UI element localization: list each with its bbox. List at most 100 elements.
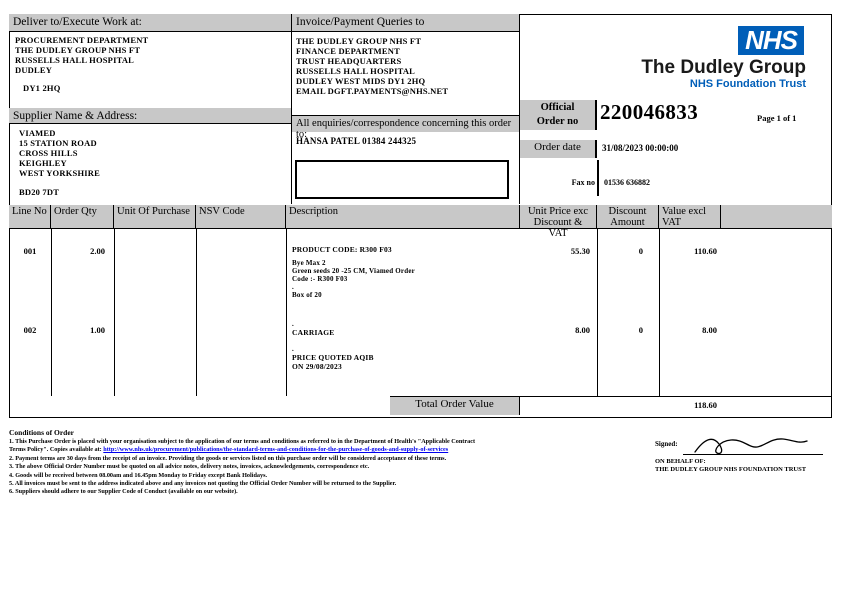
table-row-unit-price: 8.00: [575, 325, 590, 335]
invoice-queries-line: RUSSELLS HALL HOSPITAL: [296, 66, 416, 76]
official-order-number: 220046833: [600, 100, 699, 124]
table-row: 001: [23, 246, 37, 256]
terms-policy-link[interactable]: http://www.nhs.uk/procurement/publicatio…: [103, 446, 449, 454]
condition-line-text: Terms Policy". Copies available at:: [9, 446, 104, 454]
description-line: Code :- R300 F03: [292, 275, 348, 283]
page-indicator: Page 1 of 1: [757, 113, 797, 123]
column-header-order-qty: Order Qty: [51, 205, 114, 228]
condition-line: 5. All invoices must be sent to the addr…: [9, 480, 397, 488]
conditions-of-order: Conditions of Order 1. This Purchase Ord…: [9, 428, 609, 497]
table-row: 002: [23, 325, 37, 335]
deliver-to-address: PROCUREMENT DEPARTMENT THE DUDLEY GROUP …: [9, 32, 292, 108]
official-order-no-label: Official Order no: [520, 100, 597, 130]
invoice-queries-line: FINANCE DEPARTMENT: [296, 46, 400, 56]
condition-line: 2. Payment terms are 30 days from the re…: [9, 454, 447, 462]
table-row: 2.00: [90, 246, 105, 256]
on-behalf-of-label: ON BEHALF OF:: [655, 458, 706, 465]
discount-label-line1: Discount: [608, 206, 647, 217]
signature-trust-name: THE DUDLEY GROUP NHS FOUNDATION TRUST: [655, 466, 807, 473]
description-line: PRICE QUOTED AQIB: [292, 353, 374, 362]
description-line: .: [292, 345, 294, 353]
signature-block: Signed: ON BEHALF OF: THE DUDLEY GROUP N…: [655, 438, 835, 473]
condition-line: 4. Goods will be received between 08.00a…: [9, 471, 268, 479]
supplier-line: 15 STATION ROAD: [19, 138, 97, 148]
signature-rule: [683, 454, 823, 455]
enquiries-heading: All enquiries/correspondence concerning …: [292, 116, 520, 140]
invoice-queries-line: DUDLEY WEST MIDS DY1 2HQ: [296, 76, 426, 86]
table-row-value: 8.00: [702, 325, 717, 335]
fax-no-value: 01536 636882: [604, 178, 650, 187]
total-order-value-amount: 118.60: [694, 400, 717, 410]
unit-price-label-line2: Discount & VAT: [533, 217, 583, 239]
condition-line: 6. Suppliers should adhere to our Suppli…: [9, 488, 238, 496]
description-line: Green seeds 20 -25 CM, Viamed Order: [292, 267, 415, 275]
column-header-unit-of-purchase: Unit Of Purchase: [114, 205, 196, 228]
condition-line-with-link: Terms Policy". Copies available at: http…: [9, 446, 609, 454]
order-date-label: Order date: [520, 140, 597, 158]
deliver-to-heading: Deliver to/Execute Work at:: [9, 14, 292, 32]
description-line: Box of 20: [292, 291, 322, 299]
supplier-line: VIAMED: [19, 128, 56, 138]
table-row-unit-price: 55.30: [570, 246, 590, 256]
description-line: .: [292, 320, 294, 328]
table-row-discount: 0: [638, 246, 643, 256]
column-header-spacer: [721, 205, 832, 228]
table-row-description: PRODUCT CODE: R300 F03 Bye Max 2 Green s…: [292, 245, 522, 299]
official-label-line1: Official: [540, 102, 575, 113]
supplier-address: VIAMED 15 STATION ROAD CROSS HILLS KEIGH…: [9, 124, 292, 204]
table-header-rule: [9, 228, 832, 229]
fax-divider: [597, 160, 599, 196]
order-date-value: 31/08/2023 00:00:00: [602, 143, 679, 153]
signature-mark: [694, 438, 808, 455]
enquiries-contact-area: HANSA PATEL 01384 244325: [292, 132, 520, 204]
column-header-value-excl-vat: Value excl VAT: [659, 205, 721, 228]
deliver-to-line: RUSSELLS HALL HOSPITAL: [15, 55, 135, 65]
conditions-title: Conditions of Order: [9, 428, 75, 437]
column-header-line-no: Line No: [9, 205, 51, 228]
table-rule: [286, 228, 287, 396]
table-rule: [597, 228, 598, 396]
enquiries-notes-box: [295, 160, 509, 199]
discount-label-line2: Amount: [610, 217, 645, 228]
deliver-to-line: DUDLEY: [15, 65, 53, 75]
deliver-to-line: THE DUDLEY GROUP NHS FT: [15, 45, 141, 55]
table-row: 1.00: [90, 325, 105, 335]
invoice-queries-heading: Invoice/Payment Queries to: [292, 14, 520, 32]
total-row-rule: [390, 396, 832, 397]
supplier-line: CROSS HILLS: [19, 148, 78, 158]
invoice-queries-line: TRUST HEADQUARTERS: [296, 56, 402, 66]
description-line: ON 29/08/2023: [292, 362, 342, 371]
official-label-line2: Order no: [536, 116, 579, 127]
trust-name: The Dudley Group: [641, 57, 806, 78]
fax-no-label: Fax no: [571, 178, 595, 187]
column-header-nsv-code: NSV Code: [196, 205, 286, 228]
deliver-to-postcode: DY1 2HQ: [23, 83, 61, 93]
description-line: CARRIAGE: [292, 328, 335, 337]
table-rule: [659, 228, 660, 396]
table-rule: [196, 228, 197, 396]
description-line: .: [292, 283, 294, 291]
supplier-heading: Supplier Name & Address:: [9, 108, 292, 124]
supplier-postcode: BD20 7DT: [19, 187, 60, 197]
table-row-discount: 0: [638, 325, 643, 335]
column-header-description: Description: [286, 205, 520, 228]
deliver-to-line: PROCUREMENT DEPARTMENT: [15, 35, 149, 45]
column-header-discount: Discount Amount: [597, 205, 659, 228]
signed-label: Signed:: [655, 440, 678, 448]
table-rule: [114, 228, 115, 396]
description-line: PRODUCT CODE: R300 F03: [292, 245, 392, 254]
description-line: Bye Max 2: [292, 259, 326, 267]
invoice-queries-email: EMAIL DGFT.PAYMENTS@NHS.NET: [296, 86, 449, 96]
condition-line: 3. The above Official Order Number must …: [9, 463, 370, 471]
nhs-dudley-group-logo: NHS The Dudley Group NHS Foundation Trus…: [600, 24, 832, 90]
supplier-line: KEIGHLEY: [19, 158, 67, 168]
table-row-value: 110.60: [694, 246, 717, 256]
table-rule: [51, 228, 52, 396]
supplier-line: WEST YORKSHIRE: [19, 168, 100, 178]
total-order-value-label: Total Order Value: [390, 397, 520, 415]
nhs-logo-badge: NHS: [738, 26, 804, 55]
enquiries-contact: HANSA PATEL 01384 244325: [296, 136, 417, 146]
invoice-queries-line: THE DUDLEY GROUP NHS FT: [296, 36, 422, 46]
unit-price-label-line1: Unit Price exc: [527, 206, 589, 217]
